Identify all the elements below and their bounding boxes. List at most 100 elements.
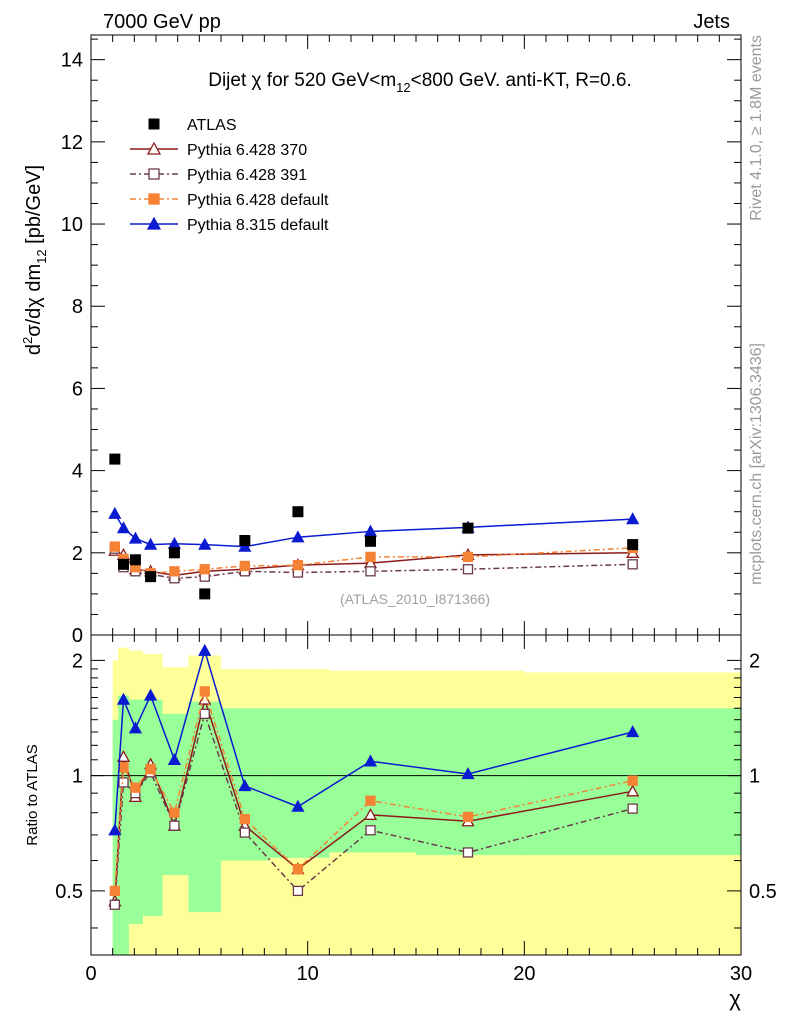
ratio-point-p391 [365,825,376,836]
legend-marker-atlas [148,118,160,130]
atlas-data-point [239,534,251,546]
atlas-data-point [109,453,121,465]
ratio-point-p8 [626,725,640,738]
ratio-point-pdef [109,885,120,897]
ratio-point-p391 [118,777,129,788]
ratio-point-p391 [169,820,180,831]
y-tick-label: 6 [72,378,83,400]
series-point-p391 [462,564,474,575]
ratio-point-p8 [116,692,131,705]
y-axis-label-sub: 12 [34,249,49,263]
ratio-point-p8 [363,754,378,767]
series-point-pdef [239,560,250,572]
plot-title: Dijet χ for 520 GeV<m12<800 GeV. anti-KT… [208,70,632,95]
series-point-p8 [116,521,131,534]
ratio-plot: 0.5 0.5 1 1 2 2 Ratio to ATLAS 0 10 20 30 χ [24,634,777,1011]
ratio-point-p391 [462,847,474,858]
ratio-point-p8 [461,767,475,780]
x-tick-labels: 0 10 20 30 [85,963,752,985]
series-point-pdef [365,551,376,563]
ratio-point-p391 [109,899,120,910]
ratio-y-tick-label-right: 2 [749,650,760,672]
plot-title-sub: 12 [396,80,410,95]
ratio-point-p8 [143,688,158,701]
plot-title-chi: χ [252,70,262,91]
y-axis-label-sup: 2 [20,337,35,344]
ratio-point-pdef [118,762,129,773]
ratio-point-pdef [145,763,156,775]
series-point-pdef [169,566,180,577]
legend-marker-p8 [146,216,162,230]
plot-title-mid: for 520 GeV<m [262,70,397,91]
series-point-pdef [199,564,210,575]
series-point-pdef [109,541,120,552]
x-tick-label: 20 [513,963,535,985]
ratio-point-p370 [116,749,131,762]
ratio-y-tick-label-right: 0.5 [749,881,777,903]
y-tick-label: 4 [72,461,83,483]
series-point-p8 [128,531,143,544]
legend-marker-pdef [148,193,160,205]
ratio-point-pdef [199,686,210,697]
header-left: 7000 GeV pp [103,11,221,33]
atlas-data-point [129,554,141,566]
ratio-point-p370 [363,807,378,820]
analysis-tag: (ATLAS_2010_I871366) [340,591,490,607]
series-point-p8 [198,537,212,550]
ratio-band-inner [143,699,163,916]
series-point-p391 [365,566,376,577]
ratio-point-pdef [292,863,304,875]
atlas-data-point [627,539,639,551]
ratio-point-p8 [108,823,122,836]
y-axis-label: d2σ/dχ dm12 [pb/GeV] [20,165,49,355]
ratio-point-pdef [169,807,180,818]
legend-label-p370: Pythia 6.428 370 [187,142,307,159]
ratio-point-p370 [626,784,640,797]
ratio-point-p391 [627,803,638,814]
series-point-p8 [143,537,158,550]
x-axis-label: χ [729,986,741,1011]
header-right: Jets [693,11,730,33]
x-tick-label: 0 [85,963,96,985]
ratio-band-inner [118,695,129,955]
legend-marker-p391 [148,168,160,180]
y-axis-label-body: σ/dχ dm [23,264,45,337]
y-tick-label: 0 [72,625,83,647]
main-ticks: 0 2 4 6 8 10 12 14 [61,35,742,647]
atlas-data-point [199,588,211,600]
atlas-data-point [118,558,129,570]
y-tick-label: 2 [72,543,83,565]
x-tick-label: 30 [730,963,752,985]
ratio-y-tick-label-right: 1 [749,766,760,788]
ratio-point-pdef [627,775,638,786]
ratio-band-inner [128,699,143,924]
plot-title-pre: Dijet [208,70,251,91]
side-text-mcplots: mcplots.cern.ch [arXiv:1306.3436] [748,343,765,585]
series-point-p8 [238,539,252,552]
y-tick-label: 14 [61,50,83,72]
legend-label-p391: Pythia 6.428 391 [187,167,307,184]
atlas-data-point [145,571,157,583]
y-axis-label-unit: [pb/GeV] [23,165,45,250]
ratio-point-p8 [167,752,182,765]
atlas-data-point [365,535,376,547]
legend: ATLAS Pythia 6.428 370 Pythia 6.428 391 Pyt… [130,117,329,234]
legend-label-atlas: ATLAS [187,117,237,134]
ratio-band-inner [112,719,119,955]
ratio-point-p8 [128,721,143,734]
y-tick-label: 10 [61,214,83,236]
ratio-band-inner [416,708,525,856]
y-tick-label: 12 [61,132,83,154]
ratio-point-p391 [292,885,304,897]
ratio-point-p8 [291,799,305,812]
series-point-p8 [626,512,640,525]
side-text-rivet: Rivet 4.1.0, ≥ 1.8M events [748,35,765,221]
ratio-point-pdef [239,813,250,825]
ratio-point-p8 [238,779,252,792]
ratio-ticks: 0.5 0.5 1 1 2 2 [55,635,777,955]
ratio-y-tick-label: 0.5 [55,881,83,903]
atlas-data-point [168,547,180,559]
series-point-p8 [291,530,305,543]
